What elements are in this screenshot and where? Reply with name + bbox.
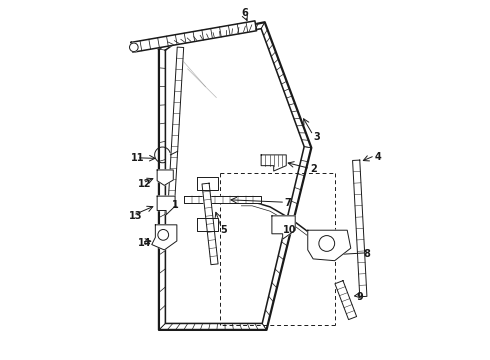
Text: 5: 5 bbox=[220, 225, 227, 235]
Circle shape bbox=[129, 43, 138, 51]
Polygon shape bbox=[152, 225, 177, 250]
Polygon shape bbox=[184, 197, 261, 203]
Polygon shape bbox=[308, 230, 351, 261]
Text: 10: 10 bbox=[283, 225, 296, 235]
Text: 13: 13 bbox=[129, 211, 143, 221]
Text: 12: 12 bbox=[138, 179, 151, 189]
Polygon shape bbox=[157, 196, 175, 215]
Polygon shape bbox=[261, 155, 286, 171]
Polygon shape bbox=[196, 219, 218, 231]
Text: 6: 6 bbox=[242, 8, 248, 18]
Polygon shape bbox=[272, 216, 295, 239]
Text: 4: 4 bbox=[374, 152, 381, 162]
Text: 1: 1 bbox=[172, 200, 178, 210]
Text: 9: 9 bbox=[356, 292, 363, 302]
Text: 3: 3 bbox=[313, 132, 320, 142]
Polygon shape bbox=[168, 47, 184, 202]
Polygon shape bbox=[353, 160, 367, 297]
Polygon shape bbox=[335, 281, 357, 320]
Polygon shape bbox=[157, 170, 173, 185]
Polygon shape bbox=[196, 177, 218, 190]
Text: 11: 11 bbox=[131, 153, 144, 163]
Text: 7: 7 bbox=[285, 198, 292, 208]
Polygon shape bbox=[131, 21, 257, 52]
Polygon shape bbox=[159, 22, 311, 330]
Polygon shape bbox=[202, 183, 218, 265]
Text: 2: 2 bbox=[310, 164, 317, 174]
Text: 8: 8 bbox=[364, 248, 370, 258]
Text: 14: 14 bbox=[138, 238, 151, 248]
